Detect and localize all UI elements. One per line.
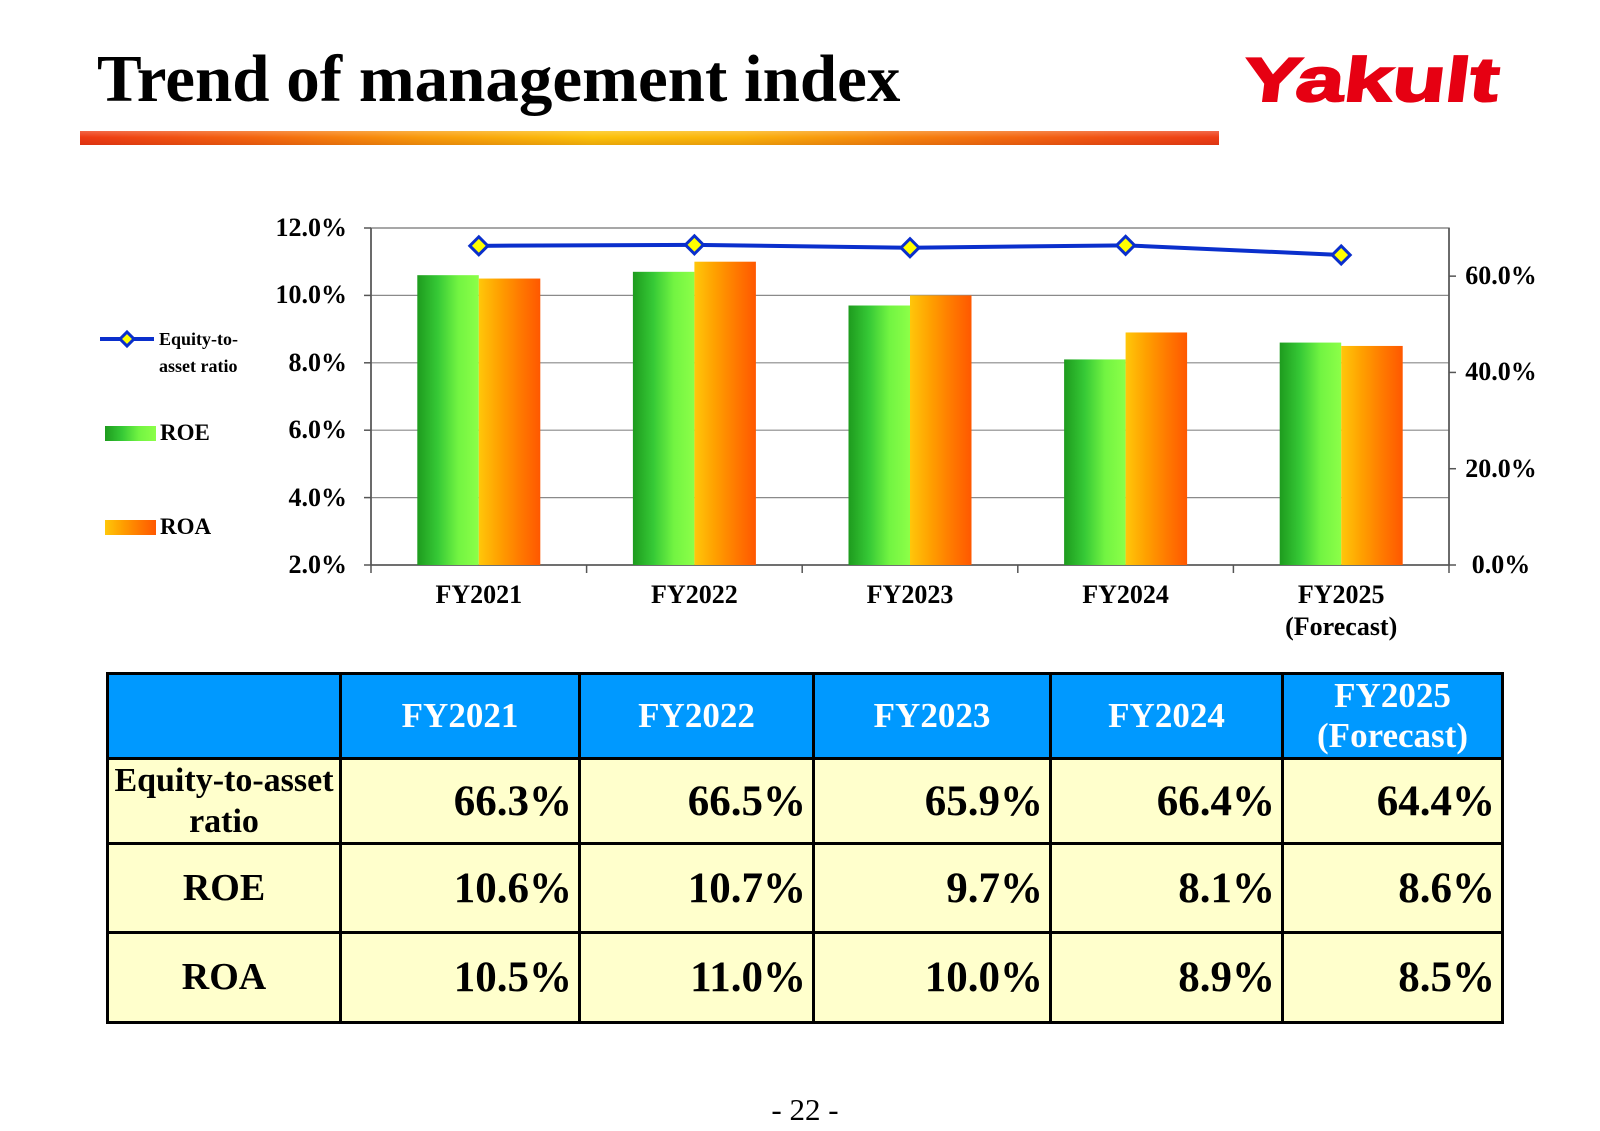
equity-to-asset-ratio-marker-fy2021 xyxy=(467,234,490,257)
y-left-tick-label: 4.0% xyxy=(288,482,348,512)
roa-bar-fy2022 xyxy=(694,261,756,565)
legend-marker-swatch xyxy=(117,329,137,349)
table-cell-value: 10.7% xyxy=(578,842,815,934)
management-index-chart xyxy=(100,227,1456,573)
table-cell-value: 66.5% xyxy=(578,757,815,845)
table-cell-value: 64.4% xyxy=(1281,757,1504,845)
y-left-tick-label: 12.0% xyxy=(275,213,348,242)
table-cell-value: 10.0% xyxy=(812,931,1052,1024)
row-label: ROA xyxy=(106,931,342,1024)
page-title: Trend of management index xyxy=(97,42,901,116)
legend-label: ROE xyxy=(160,420,210,445)
roe-bar-fy2022 xyxy=(632,271,695,565)
equity-to-asset-ratio-marker-fy2023 xyxy=(898,236,922,259)
legend-item-roe xyxy=(105,426,156,441)
page-number: - 22 - xyxy=(771,1092,839,1127)
row-label: Equity-to-asset ratio xyxy=(106,757,342,845)
y-left-tick-label: 10.0% xyxy=(275,280,348,310)
table-cell-value: 8.1% xyxy=(1049,842,1284,934)
legend-item-roa xyxy=(105,520,156,535)
table-row: Equity-to-asset ratio 66.3% 66.5% 65.9% … xyxy=(106,757,1504,845)
roe-bar-fy2025-forecast xyxy=(1279,342,1342,565)
x-category-label: FY2024 xyxy=(1082,580,1169,609)
x-category-label: FY2025 (Forecast) xyxy=(1285,580,1398,641)
x-category-label: FY2022 xyxy=(651,580,738,609)
table-cell-value: 8.9% xyxy=(1049,931,1284,1024)
roe-bar-fy2023 xyxy=(848,305,910,565)
roa-bar-fy2025-forecast xyxy=(1341,345,1403,565)
roa-bar-fy2021 xyxy=(478,278,541,565)
equity-to-asset-ratio-marker-fy2025-forecast xyxy=(1330,243,1353,267)
legend-label: ROA xyxy=(160,514,212,539)
table-corner-cell xyxy=(106,672,342,760)
column-header: FY2021 xyxy=(339,672,581,760)
y-right-tick-label: 20.0% xyxy=(1465,453,1537,483)
legend-bar-swatch xyxy=(105,426,156,441)
table-cell-value: 9.7% xyxy=(812,842,1052,934)
y-left-tick-label: 6.0% xyxy=(288,415,348,445)
y-right-tick-label: 60.0% xyxy=(1465,261,1537,291)
equity-to-asset-ratio-marker-fy2022 xyxy=(683,233,706,256)
table-cell-value: 66.3% xyxy=(339,757,581,845)
roe-bar-fy2021 xyxy=(417,275,479,565)
x-category-label: FY2023 xyxy=(866,580,954,609)
table-cell-value: 66.4% xyxy=(1049,757,1284,845)
table-cell-value: 10.5% xyxy=(339,931,581,1024)
y-right-tick-label: 40.0% xyxy=(1465,357,1537,387)
column-header: FY2024 xyxy=(1049,672,1284,760)
table-header-row: FY2021 FY2022 FY2023 FY2024 FY2025 (Fore… xyxy=(106,672,1504,760)
y-right-tick-label: 0.0% xyxy=(1471,550,1531,579)
y-left-tick-label: 2.0% xyxy=(288,550,348,579)
table-cell-value: 10.6% xyxy=(339,842,581,934)
row-label: ROE xyxy=(106,842,342,934)
chart-labels: 2.0% 4.0% 6.0% 8.0% 10.0% 12.0% 0.0% 20.0% 40.0%… xyxy=(159,213,1537,641)
table-row: ROE 10.6% 10.7% 9.7% 8.1% 8.6% xyxy=(106,842,1504,934)
legend-item-equity-to-asset-ratio xyxy=(100,329,154,349)
roe-bar-fy2024 xyxy=(1064,359,1126,565)
management-index-table: FY2021 FY2022 FY2023 FY2024 FY2025 (Fore… xyxy=(106,672,1504,1024)
title-underline-bar xyxy=(80,131,1219,145)
equity-to-asset-ratio-marker-fy2024 xyxy=(1114,234,1137,257)
legend-bar-swatch xyxy=(105,520,156,535)
table-cell-value: 8.6% xyxy=(1281,842,1504,934)
x-category-label: FY2021 xyxy=(435,580,523,609)
column-header: FY2025 (Forecast) xyxy=(1281,672,1504,760)
legend-label: Equity-to-asset ratio xyxy=(159,329,239,376)
table-row: ROA 10.5% 11.0% 10.0% 8.9% 8.5% xyxy=(106,931,1504,1024)
column-header: FY2022 xyxy=(578,672,815,760)
table-cell-value: 11.0% xyxy=(578,931,815,1024)
column-header: FY2023 xyxy=(812,672,1052,760)
table-cell-value: 8.5% xyxy=(1281,931,1504,1024)
y-left-tick-label: 8.0% xyxy=(288,347,348,377)
roa-bar-fy2024 xyxy=(1125,332,1188,565)
roa-bar-fy2023 xyxy=(910,295,972,565)
table-cell-value: 65.9% xyxy=(812,757,1052,845)
